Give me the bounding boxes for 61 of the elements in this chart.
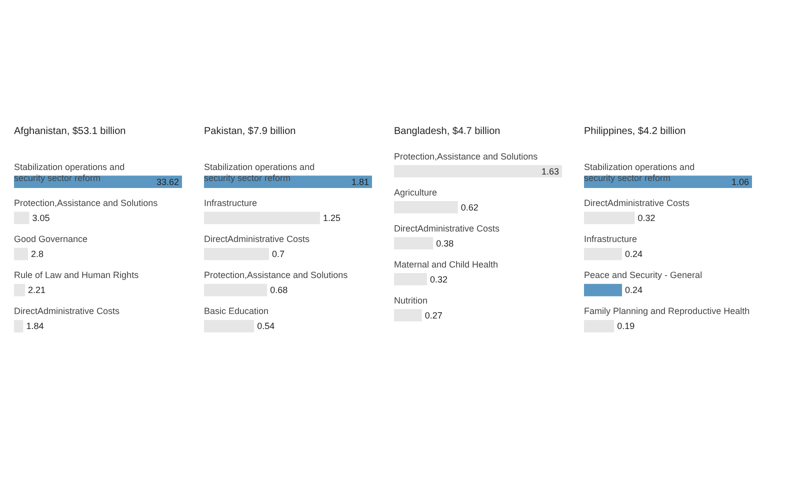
chart-title: Pakistan, $7.9 billion bbox=[204, 126, 296, 137]
y-tick-label: Basic Education bbox=[204, 306, 269, 316]
data-label: 0.7 bbox=[272, 249, 284, 260]
y-tick-label: Peace and Security - General bbox=[584, 270, 702, 280]
bar bbox=[394, 201, 458, 214]
chart-title: Philippines, $4.2 billion bbox=[584, 126, 686, 137]
y-tick-label: DirectAdministrative Costs bbox=[394, 223, 500, 234]
y-tick-label: Rule of Law and Human Rights bbox=[14, 270, 140, 280]
y-tick-label: Maternal and Child Health bbox=[394, 259, 498, 270]
bar bbox=[584, 320, 614, 332]
y-tick-label: Protection,Assistance and Solutions bbox=[204, 270, 348, 280]
bar bbox=[14, 284, 26, 296]
data-label: 0.54 bbox=[257, 321, 275, 332]
bar bbox=[204, 284, 268, 296]
data-label: 1.81 bbox=[351, 176, 369, 187]
bar bbox=[14, 248, 28, 260]
bar bbox=[394, 165, 562, 178]
bar bbox=[584, 248, 622, 260]
y-tick-label: DirectAdministrative Costs bbox=[14, 306, 120, 316]
data-label: 0.62 bbox=[460, 202, 478, 212]
y-tick-label: Good Governance bbox=[14, 234, 88, 244]
data-label: 0.38 bbox=[436, 238, 454, 248]
data-label: 0.32 bbox=[430, 274, 448, 284]
data-label: 1.25 bbox=[323, 212, 341, 223]
bar bbox=[204, 212, 320, 224]
data-label: 1.06 bbox=[731, 176, 749, 187]
chart-title: Bangladesh, $4.7 billion bbox=[394, 126, 500, 137]
y-tick-label: Nutrition bbox=[394, 295, 428, 306]
chart-title: Afghanistan, $53.1 billion bbox=[14, 126, 126, 137]
y-tick-label: Protection,Assistance and Solutions bbox=[14, 198, 158, 208]
y-tick-label: Infrastructure bbox=[204, 198, 258, 208]
y-tick-label: DirectAdministrative Costs bbox=[204, 234, 310, 244]
y-tick-label: Stabilization operations and security sector reform bbox=[204, 162, 315, 183]
bar bbox=[204, 320, 254, 332]
data-label: 33.62 bbox=[156, 176, 179, 187]
bar bbox=[394, 237, 434, 250]
data-label: 0.19 bbox=[617, 321, 635, 332]
y-tick-label: Protection,Assistance and Solutions bbox=[394, 151, 538, 162]
data-label: 0.27 bbox=[424, 310, 442, 320]
y-tick-label: Stabilization operations and security sector reform bbox=[584, 162, 695, 183]
y-tick-label: Infrastructure bbox=[584, 234, 638, 244]
bar bbox=[204, 248, 269, 260]
bar bbox=[14, 320, 24, 332]
bar bbox=[394, 309, 422, 322]
y-tick-label: Agriculture bbox=[394, 187, 438, 198]
y-tick-label: Stabilization operations and security sector reform bbox=[14, 162, 125, 183]
bar bbox=[14, 212, 30, 224]
data-label: 1.84 bbox=[26, 321, 44, 332]
bar bbox=[584, 284, 622, 296]
data-label: 3.05 bbox=[32, 212, 50, 223]
data-label: 0.24 bbox=[625, 285, 643, 296]
bar bbox=[584, 212, 635, 224]
data-label: 2.21 bbox=[28, 285, 46, 296]
bar bbox=[394, 273, 427, 286]
y-tick-label: Family Planning and Reproductive Health bbox=[584, 306, 750, 316]
data-label: 0.68 bbox=[270, 285, 288, 296]
y-tick-label: DirectAdministrative Costs bbox=[584, 198, 690, 208]
data-label: 0.24 bbox=[625, 249, 643, 260]
data-label: 1.63 bbox=[541, 166, 559, 176]
data-label: 0.32 bbox=[638, 212, 656, 223]
data-label: 2.8 bbox=[30, 249, 44, 260]
